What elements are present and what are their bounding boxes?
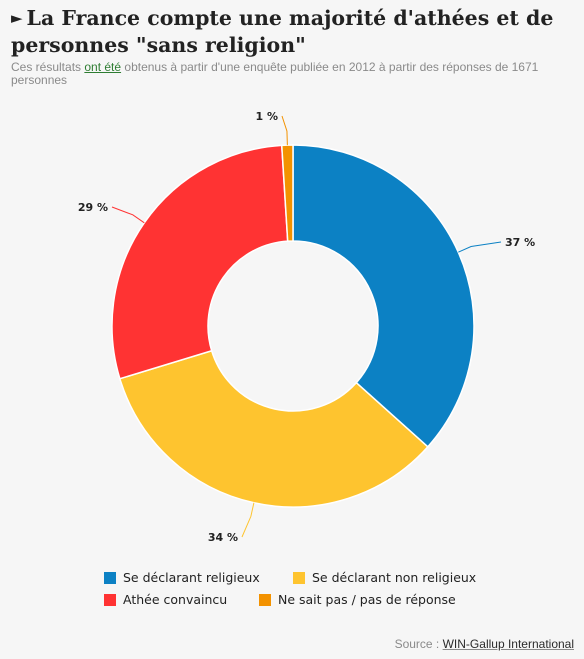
data-label-4: 1 % — [255, 110, 278, 123]
data-label-3: 29 % — [78, 201, 108, 214]
donut-chart: 37 % 34 % 29 % 1 % — [78, 110, 535, 544]
legend-swatch — [104, 571, 116, 584]
label-connector-2 — [241, 502, 255, 538]
legend-swatch — [293, 571, 305, 584]
label-connector-1 — [458, 241, 502, 253]
subtitle-text-before: Ces résultats — [11, 60, 85, 74]
chart-title-text: La France compte une majorité d'athées e… — [11, 6, 554, 57]
legend-label: Athée convaincu — [123, 592, 228, 607]
subtitle-text-after: obtenus à partir d'une enquête publiée e… — [11, 60, 539, 87]
legend-item-2[interactable]: Se déclarant non religieux — [293, 570, 476, 585]
chart-title: ► La France compte une majorité d'athées … — [11, 5, 571, 59]
donut-slice-4[interactable] — [280, 144, 294, 242]
legend-label: Ne sait pas / pas de réponse — [278, 592, 456, 607]
label-connector-3 — [111, 206, 145, 224]
label-connector-4 — [281, 115, 288, 146]
source-prefix: Source : — [394, 637, 443, 651]
legend-item-3[interactable]: Athée convaincu — [104, 592, 227, 607]
subtitle-link[interactable]: ont été — [84, 60, 122, 74]
legend-swatch — [259, 593, 271, 606]
legend-label: Se déclarant religieux — [123, 570, 260, 585]
source-credit: Source : WIN-Gallup International — [395, 637, 574, 651]
data-label-2: 34 % — [208, 531, 238, 544]
legend-swatch — [104, 593, 116, 606]
data-label-1: 37 % — [505, 236, 535, 249]
donut-slice-2[interactable] — [118, 349, 429, 508]
legend-item-1[interactable]: Se déclarant religieux — [104, 570, 260, 585]
legend-item-4[interactable]: Ne sait pas / pas de réponse — [259, 592, 456, 607]
donut-slice-3[interactable] — [111, 144, 289, 380]
donut-labels: 37 % 34 % 29 % 1 % — [78, 110, 535, 544]
arrow-icon: ► — [11, 9, 23, 27]
legend-label: Se déclarant non religieux — [312, 570, 477, 585]
donut-slice-1[interactable] — [292, 144, 475, 448]
donut-slices — [111, 144, 475, 508]
chart-subtitle: Ces résultats ont été obtenus à partir d… — [11, 61, 576, 87]
source-link[interactable]: WIN-Gallup International — [442, 637, 574, 651]
